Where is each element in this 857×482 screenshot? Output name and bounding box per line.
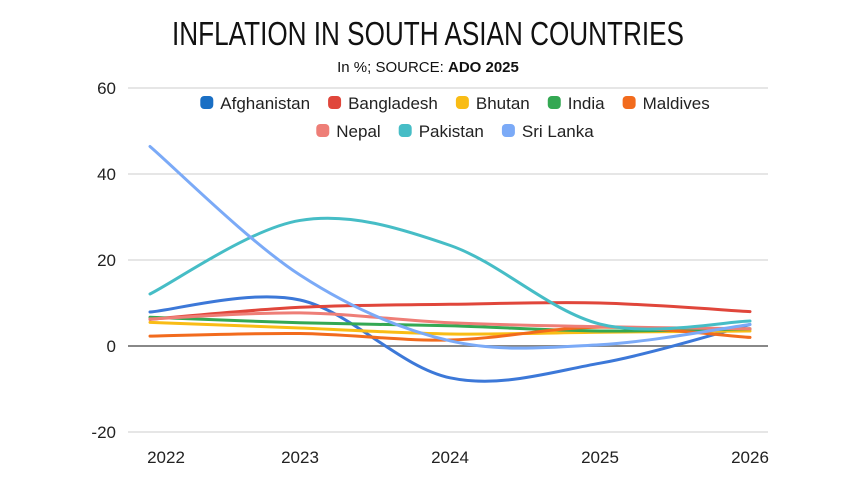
legend-label: Pakistan — [419, 122, 484, 141]
legend-label: Afghanistan — [220, 94, 310, 113]
x-tick-label: 2023 — [281, 448, 319, 467]
legend-item: Pakistan — [398, 122, 484, 141]
legend-label: India — [568, 94, 605, 113]
subtitle-source: ADO 2025 — [448, 59, 519, 76]
legend-swatch — [398, 124, 412, 137]
y-tick-label: 40 — [97, 165, 116, 184]
legend-swatch — [316, 124, 330, 137]
y-tick-label: 60 — [97, 79, 116, 98]
legend-label: Nepal — [336, 122, 380, 141]
y-tick-label: 20 — [97, 251, 116, 270]
legend-item: Bangladesh — [328, 94, 438, 113]
legend-item: Sri Lanka — [501, 122, 594, 141]
legend-swatch — [501, 124, 515, 137]
series-line-india — [148, 315, 752, 333]
x-tick-label: 2025 — [581, 448, 619, 467]
legend-item: India — [547, 94, 605, 113]
legend-item: Maldives — [622, 94, 710, 113]
series-line-bangladesh — [148, 301, 752, 321]
x-tick-label: 2026 — [731, 448, 769, 467]
chart-subtitle: In %; SOURCE: ADO 2025 — [337, 59, 519, 76]
legend-label: Bhutan — [476, 94, 530, 113]
legend-item: Bhutan — [455, 94, 530, 113]
legend-label: Maldives — [643, 94, 710, 113]
legend-swatch — [547, 96, 561, 109]
x-tick-label: 2022 — [147, 448, 185, 467]
series-line-afghanistan — [148, 295, 752, 383]
legend-swatch — [622, 96, 636, 109]
legend-label: Sri Lanka — [522, 122, 594, 141]
legend-item: Afghanistan — [200, 94, 310, 113]
legend-swatch — [328, 96, 342, 109]
series-line-nepal — [148, 311, 752, 331]
series-line-sri-lanka — [148, 144, 752, 350]
series-line-pakistan — [148, 216, 752, 331]
y-tick-label: 0 — [107, 337, 116, 356]
x-tick-label: 2024 — [431, 448, 469, 467]
legend-swatch — [455, 96, 469, 109]
legend-item: Nepal — [316, 122, 381, 141]
y-tick-label: -20 — [91, 423, 116, 442]
legend-label: Bangladesh — [348, 94, 438, 113]
chart-title: INFLATION IN SOUTH ASIAN COUNTRIES — [172, 15, 684, 52]
legend-swatch — [200, 96, 214, 109]
subtitle-prefix: In %; SOURCE: — [337, 59, 448, 76]
